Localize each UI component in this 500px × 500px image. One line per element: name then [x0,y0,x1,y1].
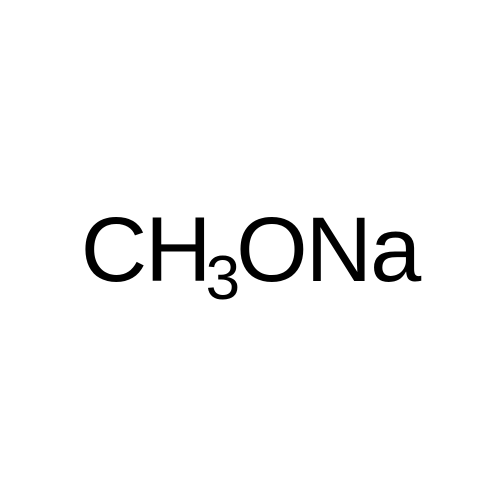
formula-part-ona: ONa [236,204,419,296]
formula-subscript-3: 3 [206,248,238,310]
chemical-formula: CH 3 ONa [81,204,420,296]
formula-part-ch: CH [81,204,210,296]
